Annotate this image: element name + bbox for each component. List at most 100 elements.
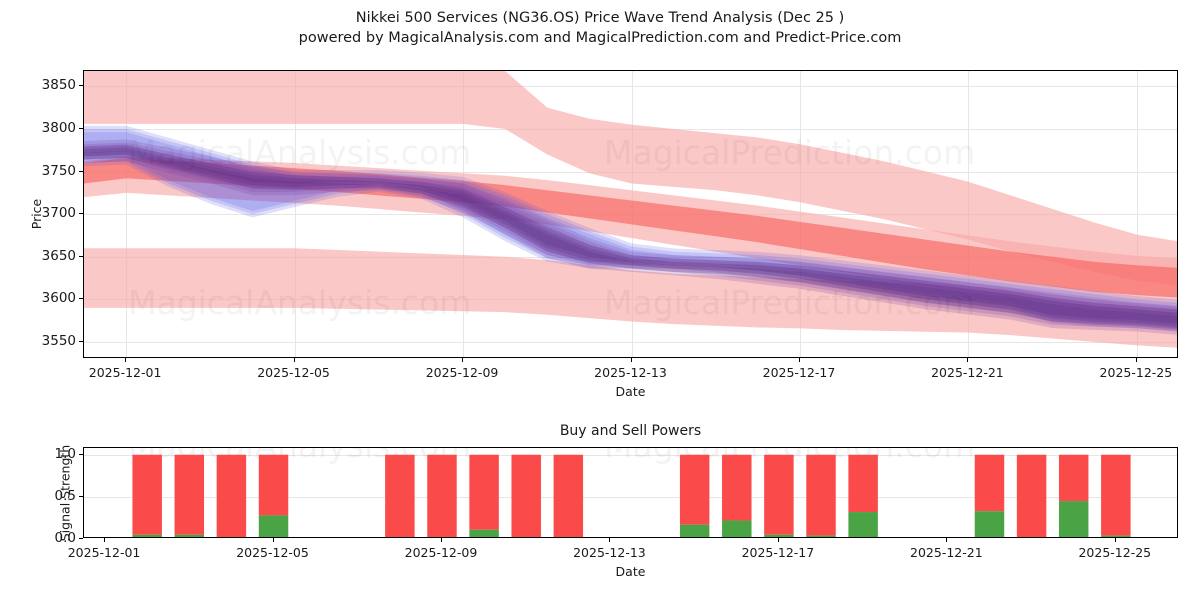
buy-power-bar — [679, 524, 710, 537]
wave-band — [84, 125, 1177, 325]
bars-x-tick-label: 2025-12-17 — [741, 545, 815, 560]
buy-power-bar — [806, 535, 836, 537]
sell-power-bar — [427, 454, 457, 537]
price-y-tick-label: 3700 — [41, 205, 76, 222]
price-y-tick-label: 3600 — [41, 290, 76, 307]
bars-y-tick-label: 1.0 — [54, 445, 76, 462]
bars-x-tick-label: 2025-12-25 — [1078, 545, 1152, 560]
price-wave-panel: MagicalAnalysis.com MagicalPrediction.co… — [29, 70, 1178, 399]
price-x-tick-label: 2025-12-01 — [88, 365, 162, 380]
buy-power-bar — [1058, 501, 1089, 537]
wave-band — [84, 132, 1177, 332]
wave-band — [84, 144, 1177, 324]
sell-power-bar — [385, 454, 415, 537]
wave-band — [84, 142, 1177, 332]
buy-power-bar — [764, 534, 794, 537]
buy-power-bar — [258, 515, 289, 537]
sell-power-bar — [553, 454, 584, 537]
gridline — [126, 71, 128, 357]
price-plot-area: MagicalAnalysis.com MagicalPrediction.co… — [83, 70, 1178, 358]
price-x-tick-label: 2025-12-25 — [1099, 365, 1173, 380]
buy-power-bar — [722, 520, 752, 537]
wave-band — [84, 139, 1177, 329]
bars-x-tick-mark — [440, 538, 442, 542]
buy-sell-powers-panel: Buy and Sell Powers MagicalAnalysis.com … — [55, 423, 1178, 579]
price-x-tick-label: 2025-12-13 — [594, 365, 667, 380]
buy-power-bar — [132, 534, 162, 537]
bars-x-tick-mark — [1114, 538, 1116, 542]
price-y-tick-label: 3550 — [41, 332, 76, 349]
bars-x-tick-label: 2025-12-21 — [910, 545, 983, 560]
price-x-tick-mark — [293, 358, 295, 362]
price-y-tick-label: 3850 — [41, 77, 76, 94]
gridline — [84, 341, 1177, 343]
price-y-tick-label: 3650 — [41, 247, 76, 264]
sell-power-bar — [1058, 454, 1089, 502]
gridline — [84, 86, 1177, 88]
price-x-tick-label: 2025-12-21 — [931, 365, 1004, 380]
wave-band — [84, 71, 1177, 286]
price-y-tick-mark — [79, 170, 83, 172]
sell-power-bar — [216, 454, 247, 537]
bars-plot-area: MagicalAnalysis.com MagicalPrediction.co… — [83, 447, 1178, 538]
price-y-axis-label: Price — [28, 198, 44, 230]
price-x-tick-label: 2025-12-05 — [257, 365, 330, 380]
title-block: Nikkei 500 Services (NG36.OS) Price Wave… — [0, 8, 1200, 48]
sell-power-bar — [258, 454, 289, 516]
gridline — [84, 496, 1177, 498]
buy-sell-bars — [132, 454, 1131, 537]
page-subtitle: powered by MagicalAnalysis.com and Magic… — [298, 30, 902, 46]
price-x-tick-mark — [798, 358, 800, 362]
bars-x-tick-mark — [104, 538, 106, 542]
price-wave-bands — [84, 71, 1177, 348]
wave-band — [84, 157, 1177, 298]
gridline — [294, 71, 296, 357]
gridline — [84, 454, 1177, 456]
price-x-tick-mark — [125, 358, 127, 362]
bars-x-tick-mark — [272, 538, 274, 542]
bars-title: Buy and Sell Powers — [559, 423, 702, 439]
bars-y-tick-mark — [79, 453, 83, 455]
page-title: Nikkei 500 Services (NG36.OS) Price Wave… — [355, 10, 845, 26]
wave-band — [84, 156, 1177, 314]
bars-x-tick-label: 2025-12-05 — [236, 545, 309, 560]
price-x-tick-mark — [462, 358, 464, 362]
sell-power-bar — [132, 454, 162, 535]
bars-y-tick-label: 0.0 — [54, 530, 76, 546]
bars-x-tick-label: 2025-12-09 — [404, 545, 478, 560]
price-y-tick-mark — [79, 127, 83, 129]
bars-x-axis-label: Date — [615, 564, 646, 579]
sell-power-bar — [1016, 454, 1047, 537]
bars-y-axis-label: Signal Strength — [57, 444, 73, 541]
buy-power-bar — [974, 511, 1005, 537]
price-x-tick-mark — [967, 358, 969, 362]
price-y-tick-label: 3750 — [41, 162, 76, 179]
bars-y-tick-label: 0.5 — [54, 487, 76, 504]
bars-y-tick-mark — [79, 538, 83, 539]
price-x-tick-mark — [630, 358, 632, 362]
price-y-tick-mark — [79, 298, 83, 300]
wave-band — [84, 150, 1177, 330]
buy-power-bar — [1101, 535, 1131, 537]
price-y-tick-mark — [79, 340, 83, 342]
sell-power-bar — [511, 454, 541, 537]
price-x-tick-mark — [1135, 358, 1137, 362]
price-y-tick-mark — [79, 85, 83, 87]
bars-x-tick-mark — [946, 538, 948, 542]
sell-power-bar — [174, 454, 205, 535]
wave-band — [84, 248, 1177, 348]
sell-power-bar — [974, 454, 1005, 512]
price-y-tick-mark — [79, 255, 83, 257]
price-x-tick-label: 2025-12-17 — [762, 365, 836, 380]
price-y-tick-mark — [79, 213, 83, 215]
price-x-axis-label: Date — [615, 384, 646, 399]
gridline — [84, 256, 1177, 258]
price-x-tick-label: 2025-12-09 — [425, 365, 499, 380]
gridline — [1136, 71, 1138, 357]
buy-power-bar — [469, 529, 499, 537]
sell-power-bar — [679, 454, 710, 525]
bars-x-tick-label: 2025-12-13 — [573, 545, 646, 560]
sell-power-bar — [469, 454, 499, 530]
sell-power-bar — [722, 454, 752, 521]
sell-power-bar — [848, 454, 878, 513]
